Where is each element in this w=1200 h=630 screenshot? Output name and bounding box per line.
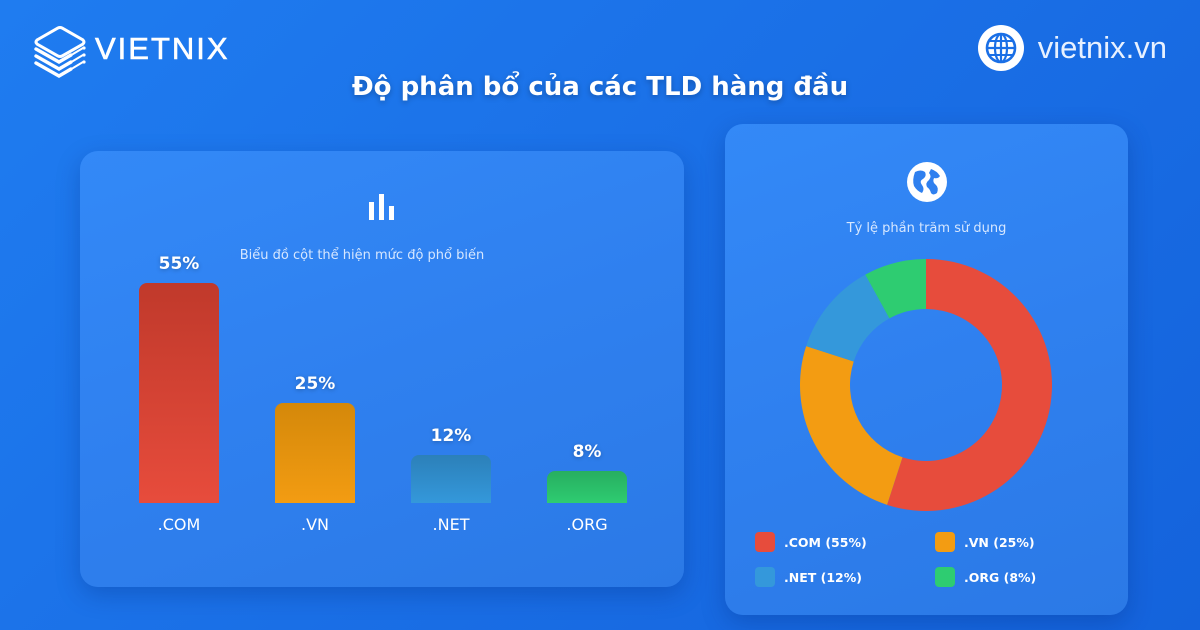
legend-label: .COM (55%) (784, 534, 867, 550)
globe-icon (907, 162, 947, 202)
donut-chart (800, 259, 1052, 511)
legend-swatch-vn (935, 532, 955, 552)
donut-chart-subtitle: Tỷ lệ phần trăm sử dụng (846, 221, 1007, 236)
donut-slice-org (865, 259, 926, 319)
bar-chart-card: Biểu đồ cột thể hiện mức độ phổ biến 55%… (80, 151, 684, 587)
legend-label: .ORG (8%) (964, 569, 1037, 585)
bar-org: 8% (547, 442, 627, 503)
legend-label: .VN (25%) (964, 534, 1035, 550)
bar-fill (275, 403, 355, 503)
bar-value-label: 25% (294, 374, 336, 394)
bar-value-label: 12% (430, 426, 472, 446)
bar-vn: 25% (275, 374, 355, 503)
donut-slice-com (887, 259, 1052, 511)
bar-value-label: 8% (572, 442, 602, 462)
legend-swatch-net (755, 567, 775, 587)
legend-swatch-org (935, 567, 955, 587)
vietnix-logo[interactable]: VIETNIX (31, 20, 230, 78)
bar-chart-subtitle: Biểu đồ cột thể hiện mức độ phổ biến (239, 248, 485, 263)
site-link[interactable]: vietnix.vn (977, 25, 1167, 71)
logo-text: VIETNIX (95, 31, 230, 67)
legend-swatch-com (755, 532, 775, 552)
donut-slice-net (806, 274, 890, 362)
legend-item-vn: .VN (25%) (935, 532, 1035, 552)
bar-value-label: 55% (158, 254, 200, 274)
bar-net: 12% (411, 426, 491, 503)
bar-com: 55% (139, 254, 219, 503)
bar-category-label: .VN (301, 515, 329, 534)
globe-grid-icon (977, 25, 1024, 71)
site-url: vietnix.vn (1037, 30, 1167, 65)
donut-slice-vn (800, 346, 903, 505)
server-stack-icon (34, 26, 86, 78)
legend-item-org: .ORG (8%) (935, 567, 1036, 587)
bar-category-label: .COM (157, 515, 201, 534)
bar-fill (411, 455, 491, 503)
legend-item-net: .NET (12%) (755, 567, 862, 587)
bar-category-label: .ORG (566, 515, 608, 534)
bar-category-label: .NET (432, 515, 470, 534)
bar-fill (139, 283, 219, 503)
bar-chart-icon (369, 194, 394, 220)
legend-label: .NET (12%) (784, 569, 862, 585)
page-title: Độ phân bổ của các TLD hàng đầu (351, 72, 849, 102)
legend-item-com: .COM (55%) (755, 532, 867, 552)
bar-fill (547, 471, 627, 503)
donut-chart-card: Tỷ lệ phần trăm sử dụng .COM (55%) .VN (… (725, 124, 1128, 615)
